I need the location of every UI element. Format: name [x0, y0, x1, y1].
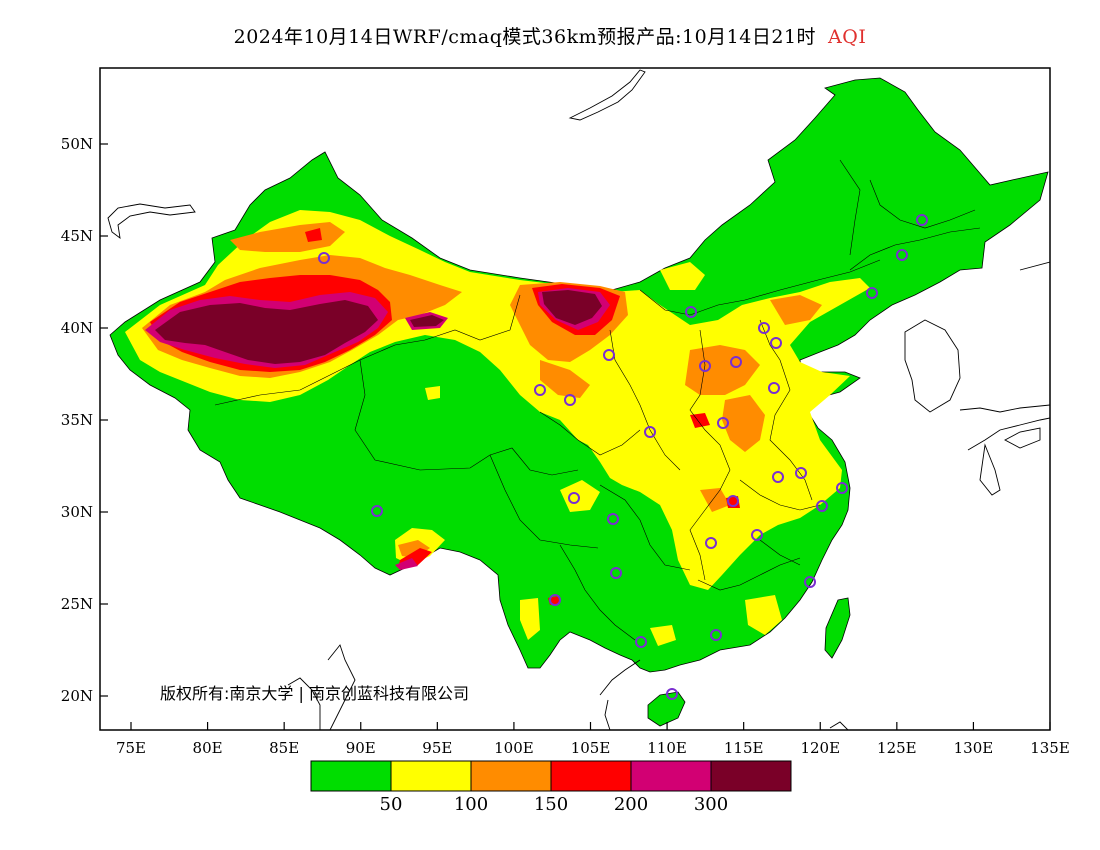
legend-label: 100 [453, 794, 489, 815]
lat-label: 45N [61, 227, 93, 245]
station-marker [836, 482, 848, 494]
station-marker [758, 322, 770, 334]
neighbor-coastlines [107, 69, 1050, 730]
longitude-axis: 75E 80E 85E 90E 95E 100E 105E 110E 115E 120E 125E 1… [116, 722, 1070, 757]
lon-label: 80E [193, 739, 223, 757]
title-text: 2024年10月14日WRF/cmaq模式36km预报产品:10月14日21时 [233, 26, 817, 48]
lat-label: 25N [61, 595, 93, 613]
latitude-axis: 50N 45N 40N 35N 30N 25N 20N [61, 135, 108, 705]
legend-swatch [390, 760, 472, 792]
station-marker [549, 594, 561, 606]
hainan-island [647, 691, 686, 727]
legend-label: 50 [379, 794, 403, 815]
lon-label: 135E [1030, 739, 1070, 757]
station-marker [727, 495, 739, 507]
legend-label: 300 [693, 794, 729, 815]
lon-label: 100E [494, 739, 534, 757]
station-marker [564, 394, 576, 406]
taiwan-island [824, 597, 851, 659]
station-marker [866, 287, 878, 299]
station-marker [770, 337, 782, 349]
lon-label: 125E [877, 739, 917, 757]
station-marker [751, 529, 763, 541]
lon-label: 110E [647, 739, 687, 757]
map-content [107, 69, 1050, 730]
station-marker [685, 306, 697, 318]
station-marker [568, 492, 580, 504]
lon-label: 105E [571, 739, 611, 757]
station-marker [730, 356, 742, 368]
province-boundaries [214, 159, 981, 641]
legend-label: 150 [533, 794, 569, 815]
monitoring-stations [318, 214, 928, 700]
station-marker [644, 426, 656, 438]
lon-label: 85E [269, 739, 299, 757]
legend-swatch [470, 760, 552, 792]
station-marker [710, 629, 722, 641]
legend-swatch [630, 760, 712, 792]
station-marker [916, 214, 928, 226]
title-variable: AQI [828, 26, 867, 48]
lat-label: 20N [61, 687, 93, 705]
legend-swatch [310, 760, 392, 792]
lon-label: 120E [800, 739, 840, 757]
lat-label: 50N [61, 135, 93, 153]
lat-label: 30N [61, 503, 93, 521]
station-marker [896, 249, 908, 261]
station-marker [699, 360, 711, 372]
station-marker [635, 636, 647, 648]
station-marker [371, 505, 383, 517]
station-marker [768, 382, 780, 394]
lon-label: 95E [422, 739, 452, 757]
station-marker [804, 576, 816, 588]
lon-label: 115E [724, 739, 764, 757]
map-title: 2024年10月14日WRF/cmaq模式36km预报产品:10月14日21时 A… [0, 22, 1100, 49]
station-marker [666, 688, 678, 700]
aqi-zone-maroon [155, 290, 602, 364]
lat-label: 40N [61, 319, 93, 337]
lon-label: 130E [954, 739, 994, 757]
station-marker [607, 513, 619, 525]
station-marker [795, 467, 807, 479]
station-marker [603, 349, 615, 361]
station-marker [534, 384, 546, 396]
aqi-legend [310, 760, 792, 792]
station-marker [772, 471, 784, 483]
lon-label: 75E [116, 739, 146, 757]
legend-label: 200 [613, 794, 649, 815]
copyright-text: 版权所有:南京大学 | 南京创蓝科技有限公司 [160, 684, 469, 703]
station-marker [705, 537, 717, 549]
station-marker [717, 417, 729, 429]
lat-label: 35N [61, 411, 93, 429]
station-marker [318, 252, 330, 264]
legend-swatch [550, 760, 632, 792]
lon-label: 90E [346, 739, 376, 757]
map-border [99, 67, 1051, 731]
station-marker [816, 500, 828, 512]
legend-swatch [710, 760, 792, 792]
station-marker [610, 567, 622, 579]
